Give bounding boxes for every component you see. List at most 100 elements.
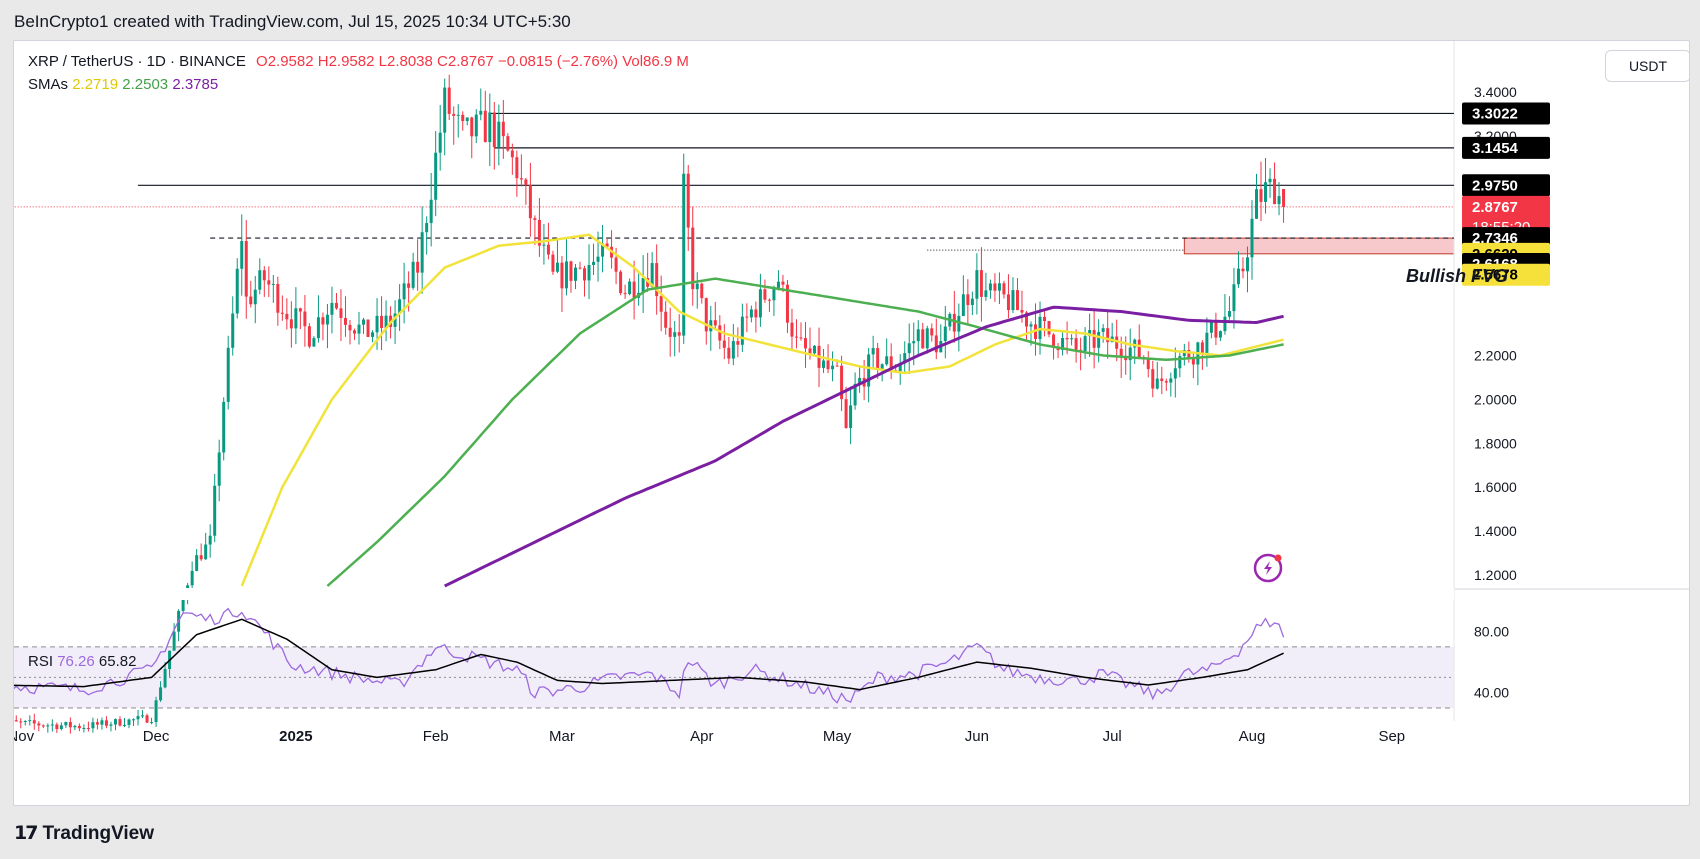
candle-body	[542, 244, 546, 246]
candle-body	[461, 114, 465, 122]
candle-body	[303, 311, 307, 327]
candle-body	[1155, 378, 1159, 389]
candle-body	[231, 313, 235, 348]
price-tags: 3.30223.14542.97502.876718:55:202.73462.…	[1462, 102, 1550, 286]
candle-body	[199, 555, 203, 560]
candle-body	[813, 345, 817, 354]
candle-body	[664, 311, 668, 328]
price-tick-label: 1.4000	[1474, 523, 1517, 539]
candle-body	[64, 722, 68, 726]
sma1-value: 2.2719	[72, 76, 119, 93]
candle-body	[1209, 321, 1213, 333]
candle-body	[1200, 342, 1204, 354]
candle-body	[988, 283, 992, 291]
candle-body	[1241, 268, 1245, 272]
candle-body	[91, 722, 95, 729]
candle-body	[217, 452, 221, 486]
candle-body	[235, 268, 239, 314]
rsi-line	[14, 607, 1285, 704]
candle-body	[407, 283, 411, 288]
candle-body	[46, 725, 50, 727]
candle-body	[831, 365, 835, 370]
time-tick-label: Nov	[14, 728, 35, 745]
candle-body	[808, 348, 812, 354]
candle-body	[172, 631, 176, 651]
candle-body	[623, 293, 627, 295]
price-chart[interactable]: 3.40003.20002.20002.00001.80001.60001.40…	[14, 41, 1689, 805]
candle-body	[1273, 178, 1277, 205]
currency-button[interactable]: USDT	[1605, 50, 1689, 82]
rsi-panel	[14, 41, 1689, 721]
candle-body	[339, 308, 343, 318]
candle-body	[1015, 290, 1019, 310]
candle-body	[1101, 328, 1105, 332]
candle-body	[1250, 218, 1254, 258]
time-tick-label: Apr	[690, 728, 713, 745]
candle-body	[984, 290, 988, 297]
candle-body	[420, 232, 424, 273]
tradingview-logo[interactable]: 17 TradingView	[14, 822, 154, 845]
open-value: O2.9582	[256, 53, 314, 70]
candle-body	[519, 178, 523, 180]
rsi-label[interactable]: RSI	[28, 653, 54, 670]
candle-body	[632, 281, 636, 298]
candle-body	[100, 720, 104, 725]
price-tag-box	[1462, 136, 1550, 159]
candle-body	[398, 299, 402, 314]
candle-body	[876, 348, 880, 370]
sma-line-3	[444, 305, 1284, 588]
candle-body	[55, 724, 59, 730]
price-tag-label: 2.9750	[1472, 177, 1518, 194]
footer-bar: 17 TradingView	[0, 812, 1700, 859]
candle-body	[1020, 309, 1024, 313]
candle-body	[253, 289, 257, 305]
candle-body	[858, 377, 862, 384]
candle-body	[50, 724, 54, 726]
candle-body	[763, 289, 767, 300]
candle-body	[73, 725, 77, 728]
candle-body	[731, 341, 735, 359]
price-tag-label: 3.3022	[1472, 105, 1518, 122]
candle-body	[276, 283, 280, 313]
candle-body	[885, 356, 889, 365]
price-tick-label: 2.2000	[1474, 347, 1517, 363]
candle-body	[799, 337, 803, 339]
candle-body	[736, 341, 740, 345]
candle-body	[113, 719, 117, 725]
alert-icon[interactable]	[1253, 553, 1283, 583]
candle-body	[59, 725, 63, 730]
candle-body	[132, 719, 136, 721]
candle-body	[28, 720, 32, 722]
candle-body	[1115, 336, 1119, 349]
symbol-title[interactable]: XRP / TetherUS · 1D · BINANCE	[28, 53, 246, 70]
candle-body	[497, 121, 501, 147]
candle-body	[226, 347, 230, 402]
candle-body	[835, 365, 839, 367]
candle-body	[592, 261, 596, 266]
change-value: −0.0815 (−2.76%)	[497, 53, 619, 70]
candle-body	[952, 313, 956, 332]
price-tag-box	[1462, 263, 1550, 286]
candle-body	[141, 715, 145, 717]
candle-body	[943, 326, 947, 342]
candle-body	[614, 257, 618, 272]
candle-body	[826, 360, 830, 370]
candle-body	[889, 356, 893, 371]
time-tick-label: Jul	[1103, 728, 1122, 745]
fvg-label: Bullish FVG	[1406, 266, 1508, 286]
candle-body	[145, 715, 149, 723]
candle-body	[1218, 331, 1222, 338]
sma-label[interactable]: SMAs	[28, 76, 69, 93]
candle-body	[704, 298, 708, 332]
high-value: H2.9582	[317, 53, 375, 70]
candle-body	[321, 317, 325, 325]
candle-body	[443, 87, 447, 133]
candle-body	[628, 281, 632, 295]
rsi-legend: RSI 76.26 65.82	[28, 653, 136, 670]
candle-body	[1164, 381, 1168, 383]
candle-body	[371, 332, 375, 337]
candle-body	[849, 405, 853, 428]
candle-body	[348, 324, 352, 331]
candle-body	[583, 268, 587, 281]
candle-body	[1056, 347, 1060, 350]
